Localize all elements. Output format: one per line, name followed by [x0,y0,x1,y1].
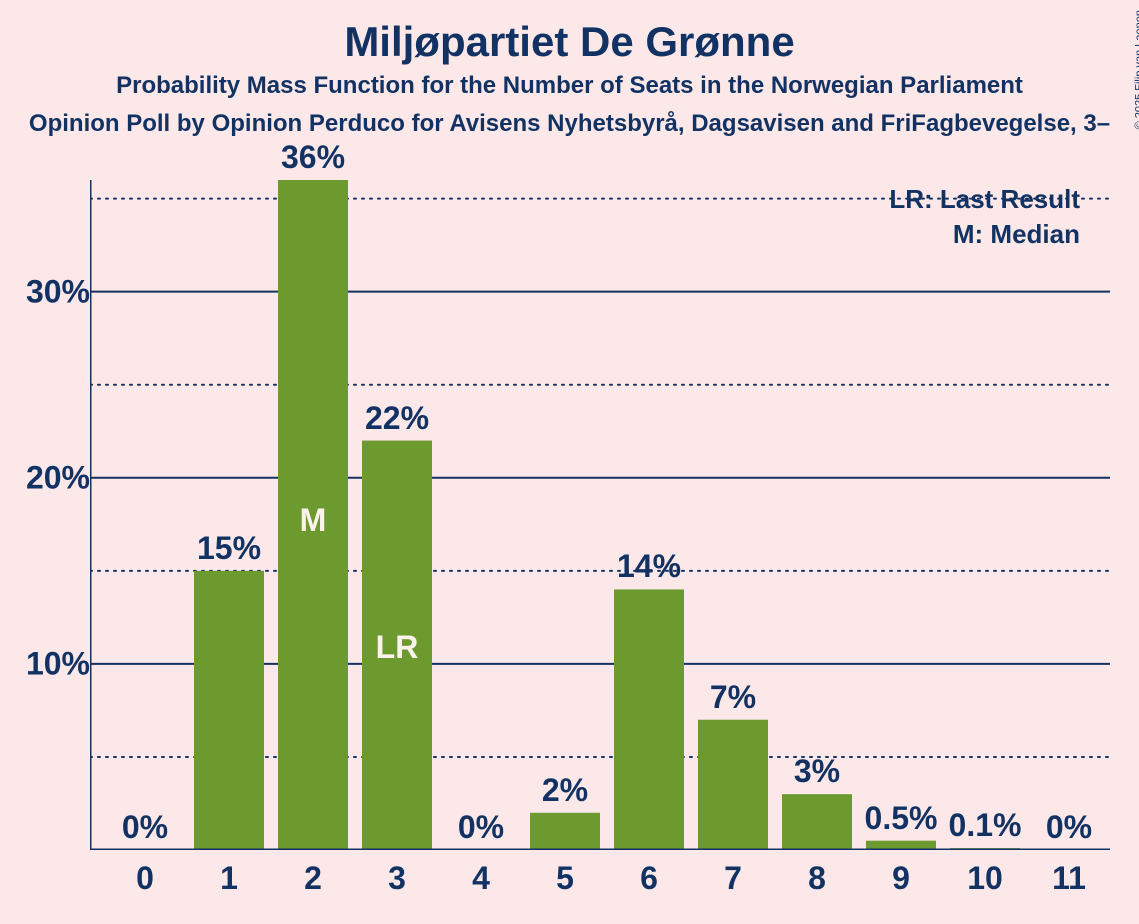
bar-value-label: 0% [458,809,504,846]
y-tick-label: 30% [0,273,90,310]
bar [782,794,852,850]
title-main: Miljøpartiet De Grønne [0,18,1139,66]
bar-value-label: 36% [281,139,345,176]
x-tick-label: 6 [619,860,679,897]
chart-svg [90,180,1110,850]
pmf-bar-chart: LR: Last Result M: Median 00%115%236%322… [90,180,1110,850]
bar-value-label: 0% [122,809,168,846]
chart-titles: Miljøpartiet De Grønne Probability Mass … [0,0,1139,138]
x-tick-label: 11 [1039,860,1099,897]
chart-legend: LR: Last Result M: Median [889,184,1080,254]
bar-value-label: 0.1% [949,807,1022,844]
x-tick-label: 10 [955,860,1015,897]
bar-value-label: 15% [197,530,261,567]
bar-value-label: 2% [542,772,588,809]
x-tick-label: 8 [787,860,847,897]
title-sub: Probability Mass Function for the Number… [0,72,1139,100]
x-tick-label: 3 [367,860,427,897]
bar [194,571,264,850]
copyright-text: © 2025 Filip van Laenen [1133,10,1139,129]
bar-value-label: 22% [365,400,429,437]
bar-value-label: 0% [1046,809,1092,846]
x-tick-label: 0 [115,860,175,897]
bar [530,813,600,850]
bar [698,720,768,850]
legend-lr: LR: Last Result [889,184,1080,215]
y-tick-label: 10% [0,645,90,682]
title-poll: Opinion Poll by Opinion Perduco for Avis… [0,110,1139,138]
x-tick-label: 4 [451,860,511,897]
x-tick-label: 7 [703,860,763,897]
y-tick-label: 20% [0,459,90,496]
x-tick-label: 1 [199,860,259,897]
x-tick-label: 5 [535,860,595,897]
bar-value-label: 7% [710,679,756,716]
bar [614,589,684,850]
inbar-annotation: M [300,502,327,539]
x-tick-label: 2 [283,860,343,897]
bar-value-label: 3% [794,753,840,790]
legend-m: M: Median [889,219,1080,250]
inbar-annotation: LR [376,629,419,666]
bar-value-label: 0.5% [865,800,938,837]
bar-value-label: 14% [617,548,681,585]
x-tick-label: 9 [871,860,931,897]
